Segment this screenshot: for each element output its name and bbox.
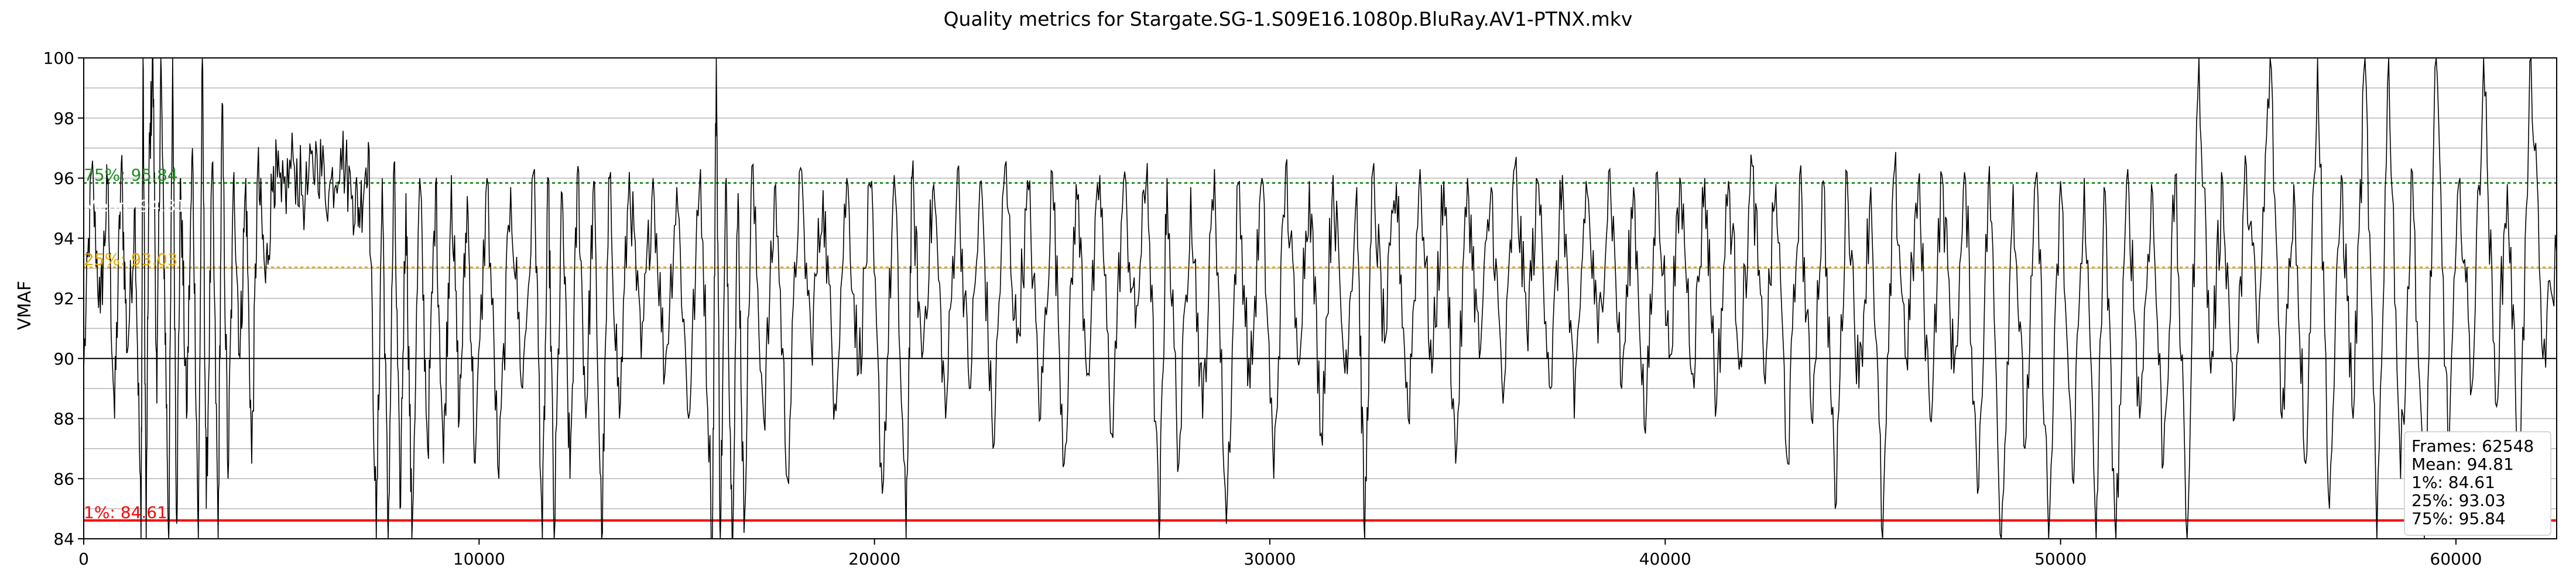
y-tick-label: 96 bbox=[53, 169, 74, 188]
reference-lines bbox=[84, 182, 2557, 522]
vmaf-series-line bbox=[84, 58, 2557, 539]
x-tick-label: 30000 bbox=[1244, 549, 1296, 569]
y-tick-label: 88 bbox=[53, 410, 74, 429]
y-tick-label: 98 bbox=[53, 109, 74, 128]
stats-box-background bbox=[2404, 431, 2551, 536]
x-tick-label: 0 bbox=[78, 549, 89, 569]
y-tick-label: 100 bbox=[43, 49, 74, 68]
x-tick-label: 40000 bbox=[1639, 549, 1691, 569]
y-tick-label: 94 bbox=[53, 229, 74, 248]
x-tick-label: 10000 bbox=[453, 549, 505, 569]
stats-box-line: Mean: 94.81 bbox=[2411, 455, 2514, 474]
reference-line-label: 75%: 95.84 bbox=[84, 166, 178, 185]
y-tick-label: 86 bbox=[53, 469, 74, 488]
stats-box-line: Frames: 62548 bbox=[2411, 436, 2534, 456]
chart-title: Quality metrics for Stargate.SG-1.S09E16… bbox=[944, 8, 1633, 30]
y-axis-label: VMAF bbox=[15, 281, 35, 330]
x-tick-label: 60000 bbox=[2430, 549, 2482, 569]
stats-box-line: 1%: 84.61 bbox=[2411, 473, 2495, 492]
y-tick-label: 84 bbox=[53, 529, 74, 549]
grid-lines bbox=[84, 57, 2557, 539]
reference-line-label: 1%: 84.61 bbox=[84, 503, 167, 522]
reference-line-label: Mean: 94.81 bbox=[84, 197, 186, 216]
plot-frame bbox=[83, 57, 2557, 539]
series-layer bbox=[84, 58, 2557, 539]
x-tick-label: 50000 bbox=[2034, 549, 2087, 569]
stats-box-line: 25%: 93.03 bbox=[2411, 491, 2506, 510]
stats-box-line: 75%: 95.84 bbox=[2411, 509, 2506, 528]
x-tick-label: 20000 bbox=[848, 549, 900, 569]
reference-line-label: 25%: 93.03 bbox=[84, 250, 178, 269]
reference-labels: 75%: 95.84 Mean: 94.81 25%: 93.03 1%: 84.61 bbox=[84, 166, 186, 522]
y-tick-label: 90 bbox=[53, 349, 74, 369]
y-tick-label: 92 bbox=[53, 289, 74, 308]
axis-ticks: 84 86 88 90 92 94 96 98 100 0 10000 20000 30000 40000… bbox=[43, 49, 2482, 569]
